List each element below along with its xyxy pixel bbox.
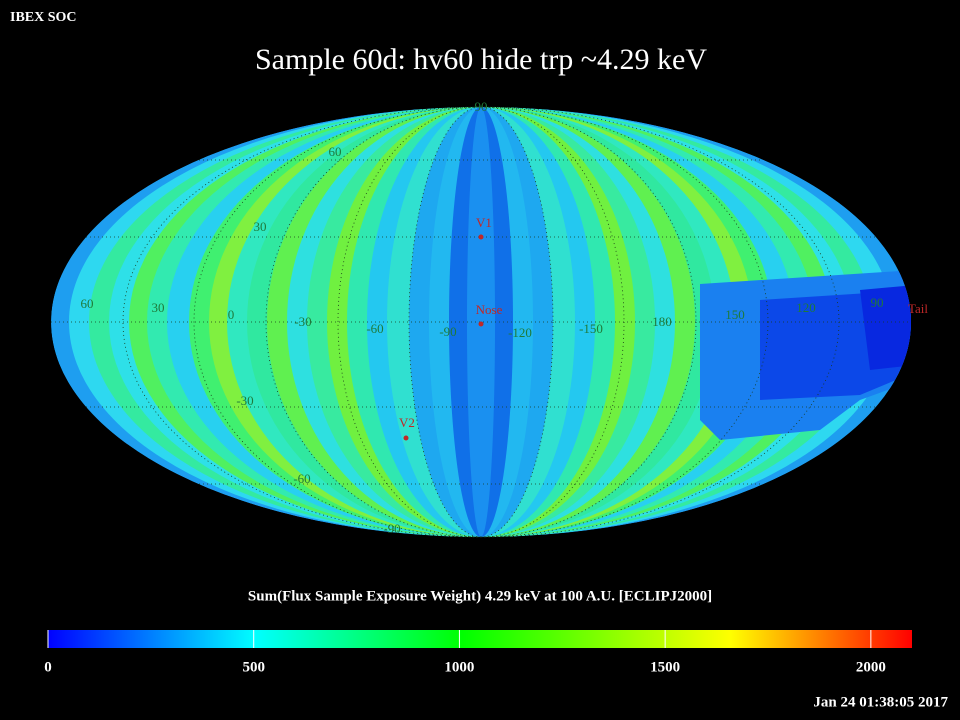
colorbar-tick-label: 0 xyxy=(44,659,52,675)
marker-label: Tail xyxy=(908,301,928,316)
longitude-label: -150 xyxy=(579,321,603,336)
colorbar-tick-label: 500 xyxy=(242,659,265,675)
longitude-label: 60 xyxy=(81,296,94,311)
longitude-label: -30 xyxy=(294,314,311,329)
longitude-label: 150 xyxy=(725,307,745,322)
colorbar-tick-label: 1500 xyxy=(650,659,680,675)
marker-label: V2 xyxy=(399,415,415,430)
marker-label: Nose xyxy=(476,302,503,317)
longitude-label: -120 xyxy=(508,325,532,340)
colorbar-tick-label: 2000 xyxy=(856,659,886,675)
colorbar-tick-label: 1000 xyxy=(444,659,474,675)
marker-dot xyxy=(403,435,409,441)
longitude-label: 30 xyxy=(152,300,165,315)
latitude-label: -60 xyxy=(293,471,310,486)
latitude-label: -90 xyxy=(383,521,400,536)
latitude-label: 60 xyxy=(329,144,342,159)
longitude-label: 0 xyxy=(228,307,235,322)
longitude-label: 90 xyxy=(871,295,884,310)
graticule xyxy=(51,106,911,538)
sky-map xyxy=(51,107,911,537)
timestamp: Jan 24 01:38:05 2017 xyxy=(813,694,948,710)
longitude-label: -60 xyxy=(366,321,383,336)
longitude-label: -90 xyxy=(439,324,456,339)
marker-dot xyxy=(478,234,484,240)
marker-label: V1 xyxy=(476,215,492,230)
latitude-label: 30 xyxy=(254,219,267,234)
header: IBEX SOC xyxy=(10,10,77,25)
latitude-label: 90 xyxy=(475,99,488,114)
colorbar xyxy=(48,630,912,648)
latitude-label: -30 xyxy=(236,393,253,408)
longitude-label: 180 xyxy=(652,314,672,329)
longitude-label: 120 xyxy=(796,300,816,315)
title: Sample 60d: hv60 hide trp ~4.29 keV xyxy=(255,43,707,76)
colorbar-label: Sum(Flux Sample Exposure Weight) 4.29 ke… xyxy=(248,588,712,604)
marker-dot xyxy=(478,321,484,327)
